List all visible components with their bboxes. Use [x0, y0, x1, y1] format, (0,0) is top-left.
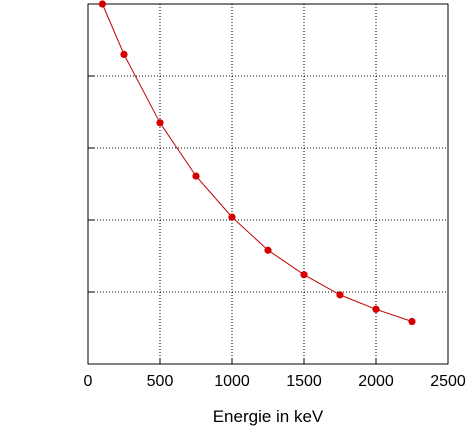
- data-point: [98, 0, 106, 8]
- data-point: [372, 305, 380, 313]
- x-tick-label: 1500: [286, 373, 322, 390]
- data-point: [408, 317, 416, 326]
- series-line: [101, 3, 413, 322]
- data-point: [120, 50, 128, 59]
- data-point: [264, 246, 272, 254]
- data-point: [228, 213, 236, 221]
- x-tick-label: 0: [84, 373, 93, 390]
- plot-frame: [87, 3, 449, 365]
- axis-ticks: [87, 75, 449, 364]
- x-tick-label: 2000: [358, 373, 394, 390]
- data-point: [192, 172, 200, 180]
- data-point: [156, 119, 164, 127]
- x-tick-label: 500: [147, 373, 174, 390]
- data-point: [300, 271, 308, 279]
- x-tick-label: 1000: [214, 373, 250, 390]
- data-point: [336, 291, 344, 299]
- grid-lines: [88, 4, 448, 364]
- data-points: [98, 0, 416, 326]
- x-axis-label: Energie in keV: [213, 407, 324, 426]
- x-tick-label: 2500: [430, 373, 466, 390]
- x-tick-labels: 0 500 1000 1500 2000 2500: [84, 373, 466, 390]
